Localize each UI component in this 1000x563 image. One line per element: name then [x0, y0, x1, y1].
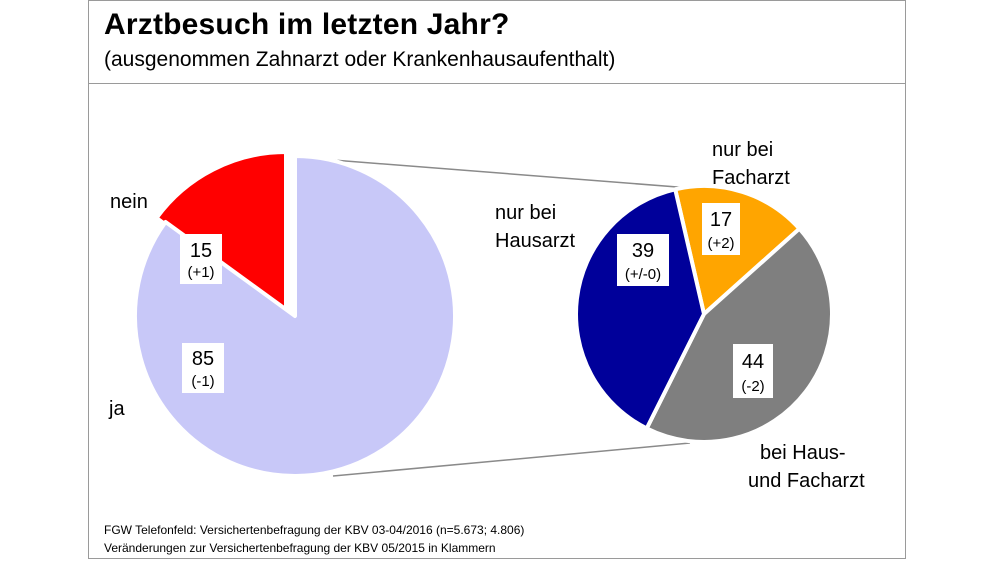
footnote-source: FGW Telefonfeld: Versichertenbefragung d… — [104, 523, 525, 537]
footnote-changes: Veränderungen zur Versichertenbefragung … — [104, 541, 496, 555]
pie-slice-haus-und-facharzt — [644, 226, 834, 444]
slice-label-ja: ja — [108, 398, 125, 420]
pie-chart-arztbesuch — [133, 150, 457, 478]
value-box-haus-und-facharzt — [733, 344, 773, 398]
value-label-facharzt: 17 — [710, 209, 732, 231]
connector-line-top — [332, 159, 691, 189]
slice-label-haus-und-facharzt-line2: und Facharzt — [748, 470, 865, 492]
value-box-facharzt — [702, 203, 740, 255]
value-label-hausarzt: 39 — [632, 240, 654, 262]
change-label-facharzt: (+2) — [707, 235, 734, 252]
slice-label-facharzt-line2: Facharzt — [712, 167, 790, 189]
slice-label-hausarzt-line1: nur bei — [495, 202, 556, 224]
slice-label-hausarzt-line2: Hausarzt — [495, 230, 575, 252]
slice-label-haus-und-facharzt-line1: bei Haus- — [760, 442, 846, 464]
pie-slice-nein — [154, 150, 288, 314]
change-label-nein: (+1) — [187, 264, 214, 281]
value-label-ja: 85 — [192, 348, 214, 370]
slice-label-facharzt-line1: nur bei — [712, 139, 773, 161]
value-label-haus-und-facharzt: 44 — [742, 351, 764, 373]
slice-label-nein: nein — [110, 191, 148, 213]
change-label-hausarzt: (+/-0) — [625, 266, 661, 283]
pie-slice-nur-hausarzt — [574, 187, 706, 431]
pie-slice-ja — [133, 154, 457, 478]
value-label-nein: 15 — [190, 240, 212, 262]
connector-line-bottom — [332, 442, 691, 477]
change-label-haus-und-facharzt: (-2) — [741, 378, 764, 395]
value-box-hausarzt — [617, 234, 669, 286]
header-divider — [88, 83, 906, 84]
value-box-nein — [180, 234, 222, 284]
value-box-ja — [182, 343, 224, 393]
chart-subtitle: (ausgenommen Zahnarzt oder Krankenhausau… — [104, 48, 616, 71]
chart-title: Arztbesuch im letzten Jahr? — [104, 8, 510, 41]
change-label-ja: (-1) — [191, 373, 214, 390]
